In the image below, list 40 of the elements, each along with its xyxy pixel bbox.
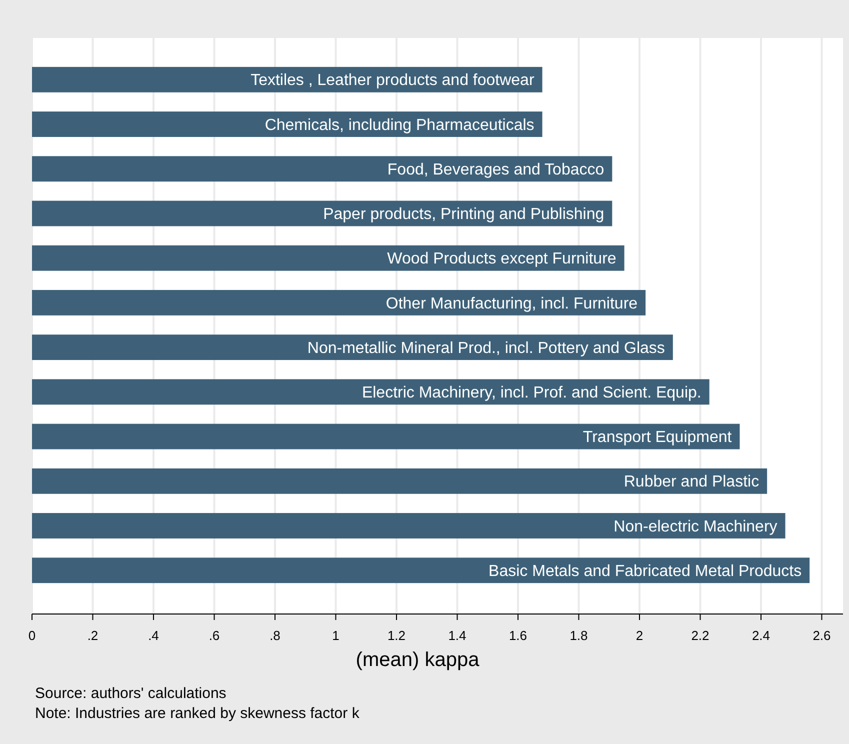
bar xyxy=(32,513,786,538)
x-tick-label: 1.6 xyxy=(508,628,528,643)
bar xyxy=(32,290,646,316)
text: Note: Industries are ranked by skewness factor k xyxy=(35,705,360,722)
x-tick-label: 1 xyxy=(332,628,340,643)
x-axis-title: (mean) kappa xyxy=(356,649,480,671)
y-tick-label: Electric Machinery, incl. Prof. and Scient. Equip. xyxy=(362,384,702,402)
x-tick-label: .2 xyxy=(87,628,98,643)
y-tick-label: Transport Equipment xyxy=(582,429,732,446)
y-tick-label: Paper products, Printing and Publishing xyxy=(323,206,604,224)
x-tick-label: 1.4 xyxy=(448,628,466,643)
y-tick-label: Non-electric Machinery xyxy=(614,518,778,536)
y-tick-label: Other Manufacturing, incl. Furniture xyxy=(386,295,638,312)
y-tick-label: Food, Beverages and Tobacco xyxy=(387,161,604,178)
y-tick-label: Non-metallic Mineral Prod., incl. Pottery and Glass xyxy=(307,340,665,357)
x-tick-label: 0 xyxy=(28,628,36,643)
y-tick-label: Basic Metals and Fabricated Metal Products xyxy=(488,562,802,580)
bar xyxy=(32,156,612,182)
x-tick-label: 2.6 xyxy=(812,628,831,643)
x-tick-label: .6 xyxy=(208,628,220,643)
bar xyxy=(32,379,710,405)
bar xyxy=(32,424,740,450)
x-tick-label: 1.8 xyxy=(570,628,588,643)
bar xyxy=(32,334,673,360)
x-tick-label: 2.2 xyxy=(691,628,710,643)
y-tick-label: Wood Products except Furniture xyxy=(387,250,616,268)
source-note: Source: authors' calculations xyxy=(35,685,226,702)
y-tick-label: Textiles , Leather products and footwear xyxy=(250,72,535,90)
bar xyxy=(32,558,810,584)
y-tick-label: Chemicals, including Pharmaceuticals xyxy=(264,116,534,134)
bar xyxy=(32,245,624,271)
bar xyxy=(32,66,542,92)
x-tick-label: 2 xyxy=(636,628,644,643)
x-tick-label: .4 xyxy=(148,628,159,643)
bar xyxy=(32,468,768,494)
x-tick-label: 1.2 xyxy=(387,628,406,643)
x-tick-label: .8 xyxy=(270,628,280,643)
bar xyxy=(32,112,542,137)
y-tick-label: Rubber and Plastic xyxy=(624,474,760,491)
x-tick-label: 2.4 xyxy=(752,628,770,643)
